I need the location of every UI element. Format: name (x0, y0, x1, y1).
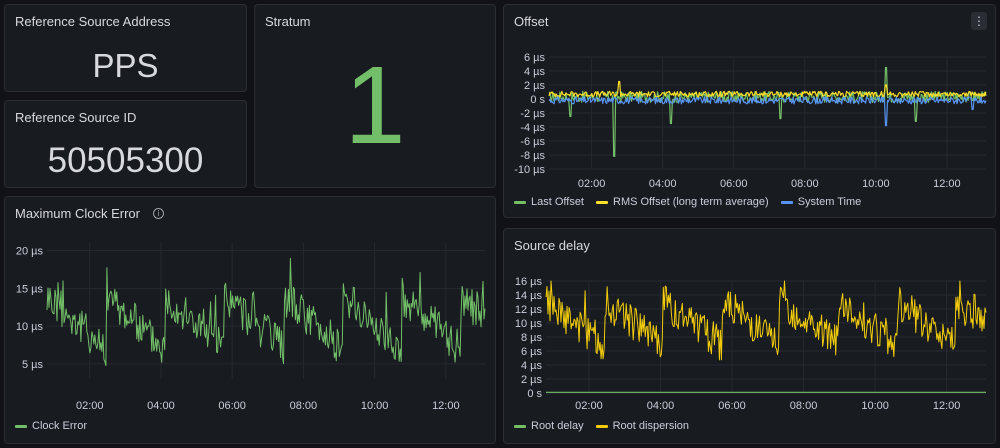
legend-item[interactable]: Clock Error (15, 420, 87, 432)
x-tick-label: 02:00 (76, 400, 104, 412)
y-tick-label: 10 µs (16, 321, 44, 333)
x-tick-label: 06:00 (218, 400, 246, 412)
y-tick-label: -2 µs (520, 108, 545, 120)
series-line-1 (545, 280, 987, 361)
y-tick-label: 5 µs (22, 359, 44, 371)
chart-legend: Last Offset RMS Offset (long term average… (514, 196, 861, 208)
x-tick-label: 04:00 (649, 178, 677, 190)
legend-label: Last Offset (531, 196, 584, 208)
x-tick-label: 12:00 (933, 400, 961, 412)
series-line-0 (46, 257, 486, 367)
legend-swatch (780, 200, 793, 204)
legend-item[interactable]: Last Offset (514, 196, 584, 208)
legend-swatch (596, 200, 608, 204)
legend-label: System Time (797, 196, 862, 208)
legend-label: RMS Offset (long term average) (613, 196, 769, 208)
y-tick-label: 4 µs (524, 66, 546, 78)
chart-legend: Root delay Root dispersion (514, 420, 689, 432)
info-icon[interactable]: i (153, 208, 164, 219)
x-tick-label: 10:00 (862, 178, 890, 190)
x-tick-label: 10:00 (361, 400, 389, 412)
y-tick-label: -4 µs (520, 122, 545, 134)
panel-title: Stratum (265, 14, 311, 29)
offset-chart: 6 µs 4 µs 2 µs 0 s -2 µs -4 µs -6 µs -8 µs -10 µ… (514, 52, 987, 190)
legend-item[interactable]: RMS Offset (long term average) (596, 196, 769, 208)
panel-title: Source delay (514, 238, 590, 253)
legend-item[interactable]: Root dispersion (595, 420, 690, 432)
y-tick-label: 4 µs (521, 360, 543, 372)
legend-label: Clock Error (32, 420, 88, 432)
y-tick-label: 0 s (527, 388, 542, 400)
stat-value: 50505300 (47, 141, 204, 180)
legend-swatch (595, 424, 608, 428)
legend-item[interactable]: System Time (780, 196, 862, 208)
series-line-1 (548, 80, 987, 98)
chart-legend: Clock Error (15, 420, 87, 432)
y-tick-label: 12 µs (515, 304, 543, 316)
y-tick-label: 0 s (530, 94, 545, 106)
panel-stratum: Stratum 1 (254, 4, 496, 188)
y-tick-label: 2 µs (521, 374, 543, 386)
legend-label: Root delay (531, 420, 584, 432)
panel-source-delay: Source delay 16 µs 14 µs 12 µs 10 µs 8 µs 6 µ… (503, 228, 996, 444)
panel-maximum-clock-error: Maximum Clock Error i 20 µs 15 µs 10 µs 5 µ… (4, 196, 496, 444)
series-line-2 (548, 96, 987, 127)
x-tick-label: 08:00 (790, 400, 818, 412)
x-tick-label: 04:00 (147, 400, 175, 412)
panel-reference-source-id: Reference Source ID 50505300 (4, 100, 247, 188)
panel-reference-source-address: Reference Source Address PPS (4, 4, 247, 92)
panel-title: Maximum Clock Error (15, 206, 140, 221)
y-tick-label: 10 µs (515, 318, 543, 330)
stat-value: PPS (92, 47, 159, 84)
y-tick-label: 15 µs (16, 283, 44, 295)
source-delay-chart: 16 µs 14 µs 12 µs 10 µs 8 µs 6 µs 4 µs 2 µs 0 s 0… (515, 276, 987, 412)
series-line-0 (548, 66, 987, 158)
stat-value: 1 (344, 44, 406, 167)
x-tick-label: 08:00 (791, 178, 819, 190)
panel-offset: Offset ⋮ 6 µs 4 µs 2 µs 0 s -2 µs -4 µs -6 µs -… (503, 4, 996, 218)
panel-menu-button[interactable]: ⋮ (971, 12, 987, 30)
x-tick-label: 12:00 (432, 400, 460, 412)
y-tick-label: 8 µs (521, 332, 543, 344)
x-tick-label: 02:00 (578, 178, 606, 190)
legend-swatch (15, 424, 27, 428)
panel-title: Reference Source ID (15, 110, 137, 125)
legend-swatch (514, 424, 526, 428)
panel-title: Offset (514, 14, 549, 29)
y-tick-label: 16 µs (515, 276, 543, 288)
x-tick-label: 02:00 (575, 400, 603, 412)
y-tick-label: 6 µs (521, 346, 543, 358)
clock-error-chart: 20 µs 15 µs 10 µs 5 µs 02:00 04:00 06:00 08:00 1… (16, 243, 486, 412)
legend-label: Root dispersion (612, 420, 690, 432)
y-tick-label: 2 µs (524, 80, 546, 92)
y-tick-label: 20 µs (16, 246, 44, 258)
y-tick-label: -6 µs (520, 136, 545, 148)
y-tick-label: -10 µs (514, 164, 545, 176)
y-tick-label: -8 µs (520, 150, 545, 162)
panel-title: Reference Source Address (15, 14, 171, 29)
x-tick-label: 12:00 (933, 178, 961, 190)
legend-swatch (514, 200, 526, 204)
x-tick-label: 10:00 (861, 400, 889, 412)
legend-item[interactable]: Root delay (514, 420, 584, 432)
y-tick-label: 6 µs (524, 52, 546, 64)
y-tick-label: 14 µs (515, 290, 543, 302)
x-tick-label: 08:00 (290, 400, 318, 412)
x-tick-label: 06:00 (718, 400, 746, 412)
x-tick-label: 04:00 (647, 400, 675, 412)
x-tick-label: 06:00 (720, 178, 748, 190)
